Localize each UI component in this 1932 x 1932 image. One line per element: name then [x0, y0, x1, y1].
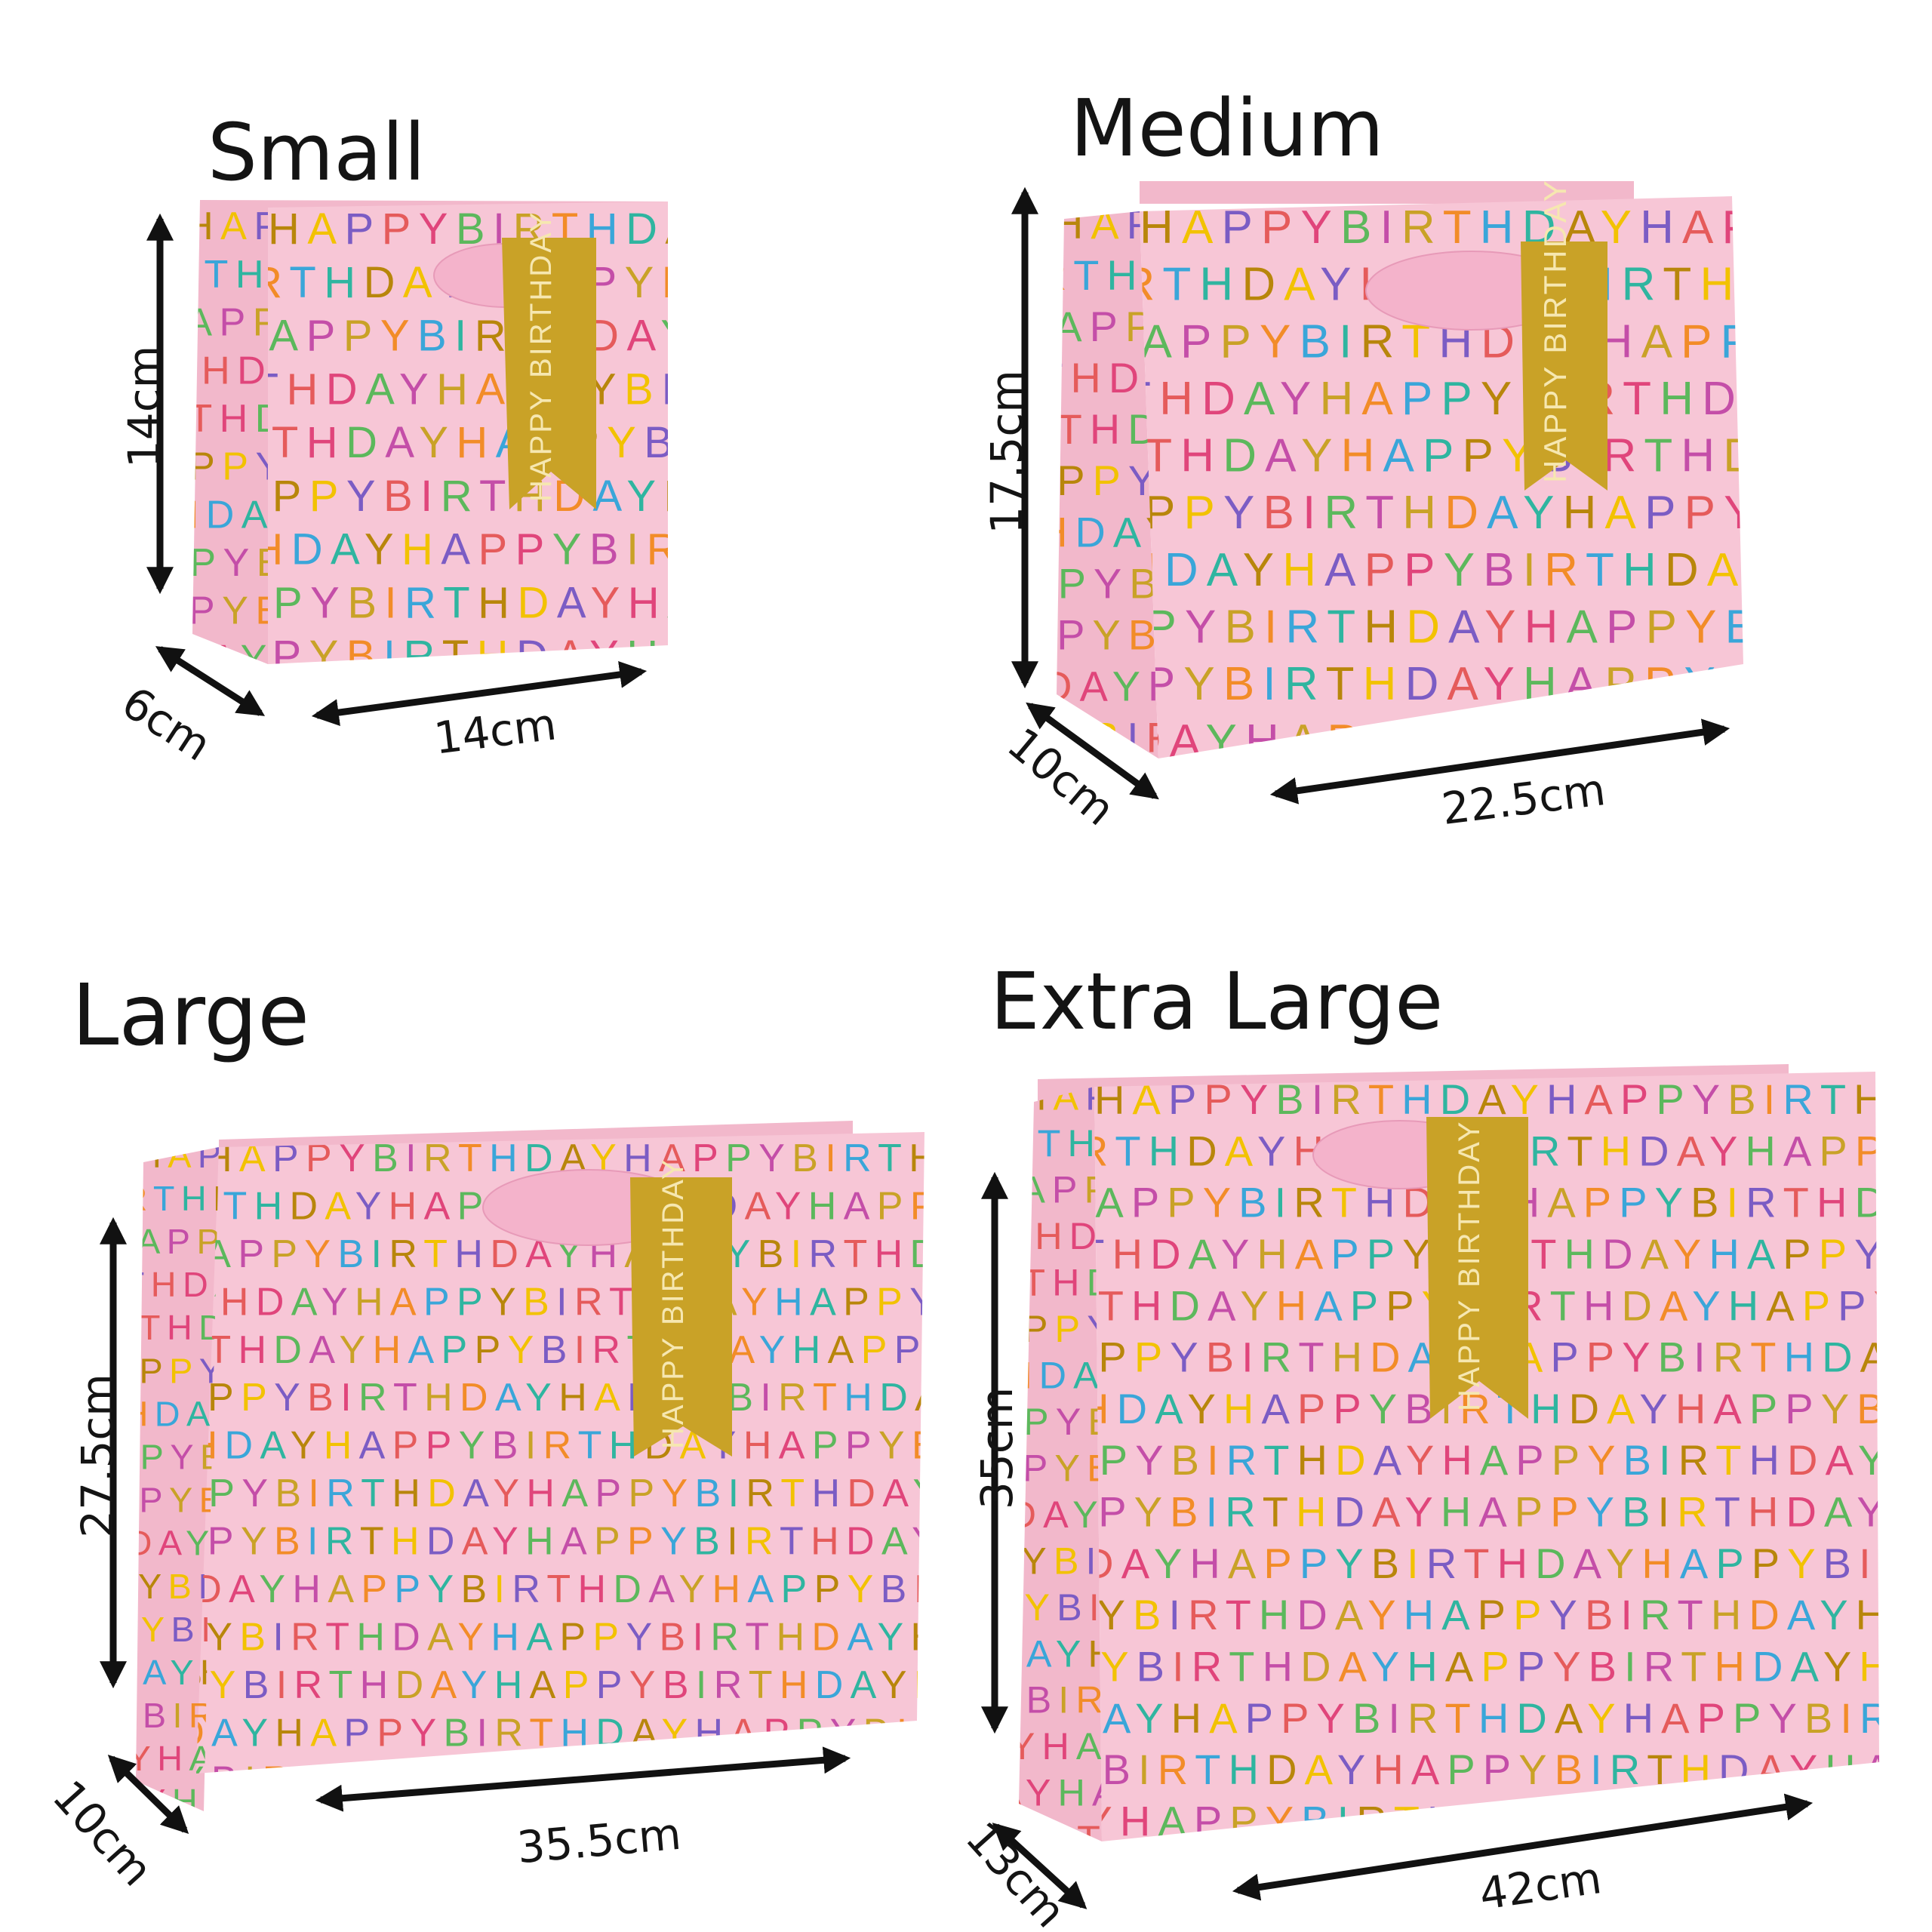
svg-text:THDAYHAPPYBIRTHDAYHAPPYBIRTHDA: THDAYHAPPYBIRTHDAYHAPPYBIRTHDAYHAPPYBIRT… [993, 1694, 1932, 1742]
svg-text:HDAYHAPPYBIRTHDAYHAPPYBIRTHDAY: HDAYHAPPYBIRTHDAYHAPPYBIRTHDAYHAPPYBIRTH… [10, 578, 1715, 627]
small-width-label: 14cm [431, 698, 559, 764]
gift-bag-extra-large: HAPPYBIRTHDAYHAPPYBIRTHDAYHAPPYBIRBIRTHD… [1019, 1064, 1879, 1857]
large-height-label: 27.5cm [71, 1374, 123, 1538]
svg-text:HAPPY BIRTHDAY: HAPPY BIRTHDAY [1453, 1119, 1486, 1411]
title-medium: Medium [1070, 82, 1384, 174]
svg-text:YHAPPYBIRTHDAYHAPPYBIRTHDAYHAP: YHAPPYBIRTHDAYHAPPYBIRTHDAYHAPPYBIRTHDAY… [1023, 487, 1932, 539]
bag-xl-art: HAPPYBIRTHDAYHAPPYBIRTHDAYHAPPYBIRBIRTHD… [1019, 1064, 1879, 1841]
svg-text:HAPPY BIRTHDAY: HAPPY BIRTHDAY [1537, 178, 1573, 483]
small-depth-label: 6cm [112, 676, 220, 771]
svg-text:HDAYHAPPYBIRTHDAYHAPPYBIRTHDAY: HDAYHAPPYBIRTHDAYHAPPYBIRTHDAYHAPPYBIRTH… [845, 1436, 1932, 1484]
svg-text:YHAPPYBIRTHDAYHAPPYBIRTHDAYHAP: YHAPPYBIRTHDAYHAPPYBIRTHDAYHAPPYBIRTHDAY… [989, 1334, 1932, 1381]
gift-bag-small: HAPPYBIRTHDAYHAPPYBIRTHDAYHAPPYBIRBIRTHD… [185, 192, 675, 668]
title-small: Small [208, 106, 426, 198]
gift-bag-medium: HAPPYBIRTHDAYHAPPYBIRTHDAYHAPPYBIRTBIRTH… [1053, 174, 1747, 777]
large-width-label: 35.5cm [515, 1807, 684, 1874]
xl-width-label: 42cm [1476, 1852, 1605, 1920]
title-large: Large [72, 967, 310, 1065]
svg-text:HDAYHAPPYBIRTHDAYHAPPYBIRTHDAY: HDAYHAPPYBIRTHDAYHAPPYBIRTHDAYHAPPYBIRTH… [0, 1472, 1932, 1515]
bag-medium-art: HAPPYBIRTHDAYHAPPYBIRTHDAYHAPPYBIRTBIRTH… [1057, 178, 1743, 758]
xl-height-label: 35cm [971, 1386, 1023, 1510]
svg-text:IRTHDAYHAPPYBIRTHDAYHAPPYBIRTH: IRTHDAYHAPPYBIRTHDAYHAPPYBIRTHDAYHAPPYBI… [74, 1567, 1932, 1611]
medium-height-label: 17.5cm [980, 370, 1032, 534]
bag-large-art: HAPPYBIRTHDAYHAPPYBIRTHDAYHAPPYBIRTBIRTH… [136, 1121, 924, 1811]
svg-text:IRTHDAYHAPPYBIRTHDAYHAPPYBIRTH: IRTHDAYHAPPYBIRTHDAYHAPPYBIRTHDAYHAPPYBI… [955, 1540, 1932, 1587]
svg-text:RTHDAYHAPPYBIRTHDAYHAPPYBIRTHD: RTHDAYHAPPYBIRTHDAYHAPPYBIRTHDAYHAPPYBIR… [1102, 430, 1932, 482]
svg-text:AYHAPPYBIRTHDAYHAPPYBIRTHDAYHA: AYHAPPYBIRTHDAYHAPPYBIRTHDAYHAPPYBIRTHDA… [8, 1615, 1932, 1659]
svg-text:RTHDAYHAPPYBIRTHDAYHAPPYBIRTHD: RTHDAYHAPPYBIRTHDAYHAPPYBIRTHDAYHAPPYBIR… [1060, 1281, 1932, 1329]
svg-text:AYHAPPYBIRTHDAYHAPPYBIRTHDAYHA: AYHAPPYBIRTHDAYHAPPYBIRTHDAYHAPPYBIRTHDA… [883, 1591, 1932, 1638]
svg-text:HDAYHAPPYBIRTHDAYHAPPYBIRTHDAY: HDAYHAPPYBIRTHDAYHAPPYBIRTHDAYHAPPYBIRTH… [863, 601, 1932, 653]
bag-small-art: HAPPYBIRTHDAYHAPPYBIRTHDAYHAPPYBIRBIRTHD… [192, 200, 668, 664]
svg-text:HAPPY BIRTHDAY: HAPPY BIRTHDAY [657, 1157, 690, 1449]
svg-text:HAPPY BIRTHDAY: HAPPY BIRTHDAY [525, 210, 558, 502]
svg-text:DAYHAPPYBIRTHDAYHAPPYBIRTHDAYH: DAYHAPPYBIRTHDAYHAPPYBIRTHDAYHAPPYBIRTHD… [951, 1179, 1932, 1226]
title-extra-large: Extra Large [990, 955, 1444, 1048]
small-height-label: 14cm [118, 345, 171, 469]
gift-bag-large: HAPPYBIRTHDAYHAPPYBIRTHDAYHAPPYBIRTBIRTH… [136, 1117, 924, 1811]
svg-text:YHAPPYBIRTHDAYHAPPYBIRTHDAYHAP: YHAPPYBIRTHDAYHAPPYBIRTHDAYHAPPYBIRTHDAY… [158, 472, 1845, 521]
